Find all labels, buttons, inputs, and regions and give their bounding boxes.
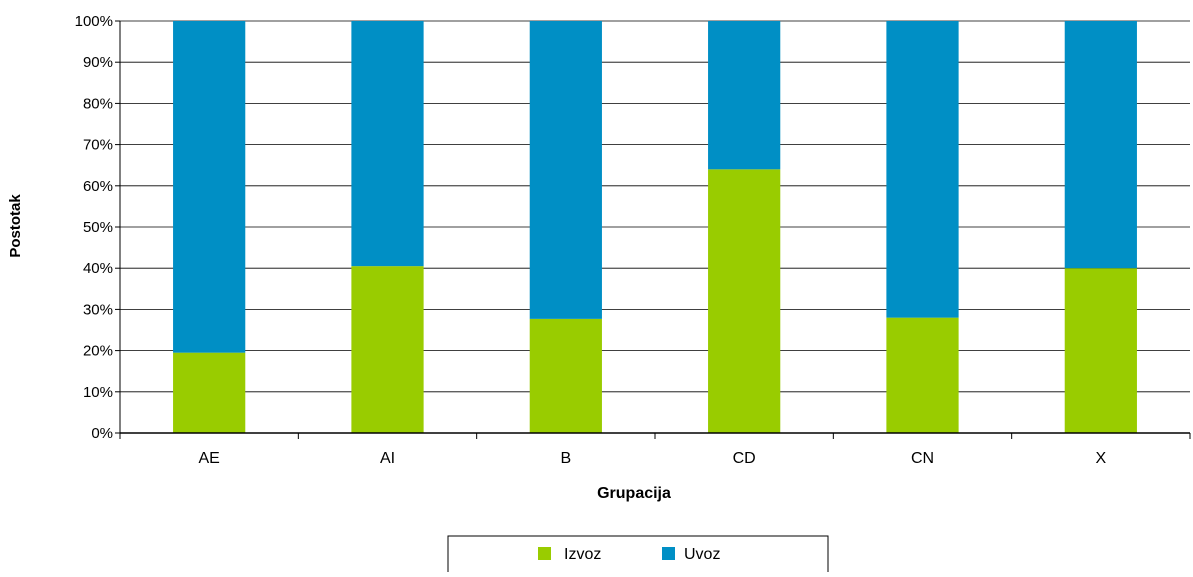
bar-uvoz-cd [708, 21, 781, 170]
y-tick-label: 40% [83, 260, 113, 277]
bar-uvoz-ae [173, 21, 246, 353]
bars [173, 21, 1137, 433]
y-tick-label: 100% [75, 13, 113, 30]
x-tick-label: B [560, 450, 571, 467]
bar-izvoz-b [529, 318, 602, 433]
y-tick-label: 10% [83, 384, 113, 401]
y-tick-label: 20% [83, 343, 113, 360]
bar-izvoz-cd [708, 169, 781, 433]
legend-swatch-uvoz [662, 547, 675, 560]
y-tick-label: 50% [83, 219, 113, 236]
gridlines [120, 20, 1190, 393]
bar-uvoz-b [529, 21, 602, 319]
y-tick-label: 30% [83, 301, 113, 318]
bar-uvoz-ai [351, 21, 424, 267]
x-tick-label: CN [911, 450, 934, 467]
y-tick-label: 80% [83, 95, 113, 112]
x-tick-label: CD [733, 450, 756, 467]
axes: 0% 10% 20% 30% 40% 50% 60% 70% 80% 90% 100% AE AI B CD… [75, 13, 1191, 467]
bar-izvoz-x [1064, 268, 1137, 433]
x-tick-label: AE [198, 450, 219, 467]
bar-uvoz-cn [886, 21, 959, 318]
legend-label-uvoz: Uvoz [684, 546, 720, 563]
bar-izvoz-ae [173, 352, 246, 433]
y-tick-label: 0% [91, 425, 113, 442]
legend-label-izvoz: Izvoz [564, 546, 601, 563]
y-tick-label: 70% [83, 137, 113, 154]
legend-swatch-izvoz [538, 547, 551, 560]
bar-izvoz-ai [351, 266, 424, 433]
legend-box [447, 535, 829, 577]
y-tick-label: 90% [83, 54, 113, 71]
x-axis-label: Grupacija [597, 485, 671, 502]
bar-izvoz-cn [886, 317, 959, 433]
legend: Izvoz Uvoz [447, 535, 829, 577]
y-tick-label: 60% [83, 178, 113, 195]
x-tick-label: X [1095, 450, 1106, 467]
x-tick-label: AI [380, 450, 395, 467]
y-axis-label: Postotak [7, 194, 24, 258]
bar-uvoz-x [1064, 21, 1137, 269]
